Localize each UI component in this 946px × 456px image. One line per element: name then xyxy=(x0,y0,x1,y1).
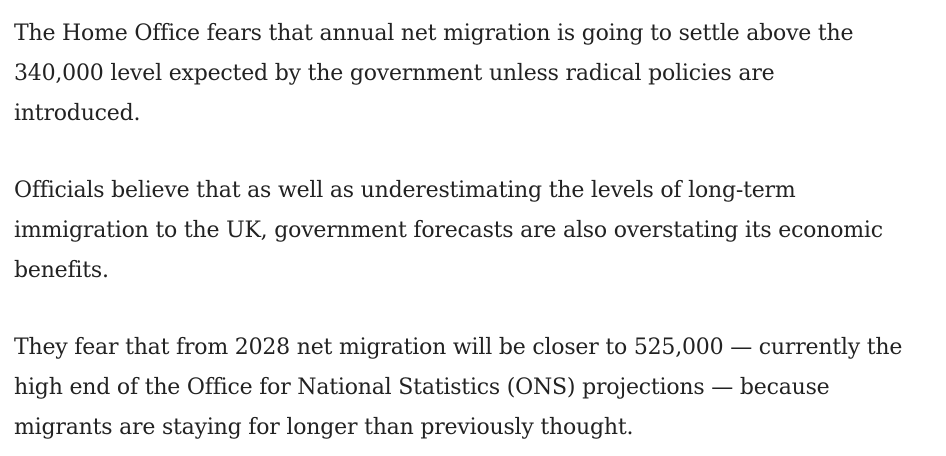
paragraph-line: benefits. xyxy=(14,258,109,283)
paragraph-line: Officials believe that as well as undere… xyxy=(14,178,796,203)
paragraph-line: high end of the Office for National Stat… xyxy=(14,375,830,400)
paragraph-line: introduced. xyxy=(14,101,141,126)
paragraph-line: migrants are staying for longer than pre… xyxy=(14,415,634,440)
paragraph-line: immigration to the UK, government foreca… xyxy=(14,218,883,243)
paragraph-they-fear: They fear that from 2028 net migration w… xyxy=(14,328,914,448)
paragraph-line: The Home Office fears that annual net mi… xyxy=(14,21,854,46)
paragraph-line: 340,000 level expected by the government… xyxy=(14,61,775,86)
paragraph-line: They fear that from 2028 net migration w… xyxy=(14,335,903,360)
paragraph-home-office-fears: The Home Office fears that annual net mi… xyxy=(14,14,914,134)
paragraph-officials-believe: Officials believe that as well as undere… xyxy=(14,171,914,291)
